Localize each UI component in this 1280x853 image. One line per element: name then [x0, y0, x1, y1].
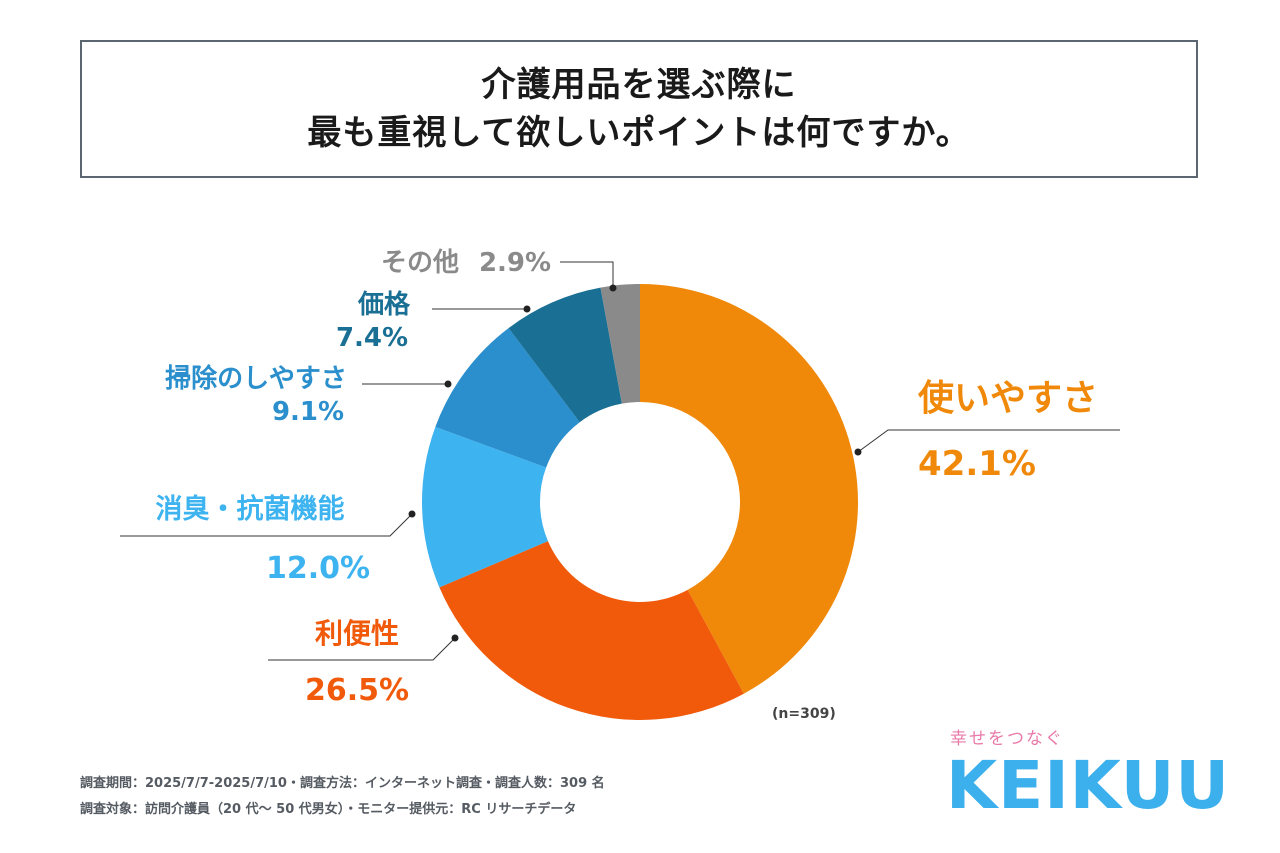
slice-label-2: 消臭・抗菌機能 [156, 493, 345, 525]
slice-label-5: その他 [381, 248, 459, 278]
leader-dot-3 [444, 380, 452, 388]
leader-line-0 [857, 429, 1120, 453]
slice-label-0: 使いやすさ [918, 378, 1098, 419]
donut-slice-2 [422, 426, 548, 588]
survey-target-note: 調査対象：訪問介護員（20 代～ 50 代男女）・モニター提供元：RC リサーチ… [80, 802, 577, 817]
donut-slice-5 [600, 284, 640, 404]
leader-dot-4 [523, 305, 531, 313]
leader-dot-1 [451, 634, 459, 642]
slice-value-label-3: 9.1% [272, 397, 344, 427]
leader-dot-2 [408, 510, 416, 518]
slice-label-4: 価格 [357, 289, 411, 320]
donut-slice-4 [508, 287, 622, 423]
leader-line-1 [268, 637, 456, 661]
slice-value-label-5: 2.9% [479, 248, 551, 278]
slice-value-label-0: 42.1% [918, 444, 1036, 484]
slice-value-label-4: 7.4% [336, 323, 408, 353]
sample-size-label: (n=309) [772, 706, 836, 722]
leader-dot-0 [854, 448, 862, 456]
title-box: 介護用品を選ぶ際に 最も重視して欲しいポイントは何ですか。 [80, 40, 1198, 178]
brand-logo: KEIKUU [946, 747, 1230, 824]
leader-line-5 [560, 261, 614, 288]
slice-value-label-2: 12.0% [266, 551, 370, 586]
donut-slice-0 [640, 284, 858, 694]
leader-line-2 [120, 513, 413, 537]
survey-period-note: 調査期間：2025/7/7-2025/7/10・調査方法：インターネット調査・調… [80, 776, 605, 791]
title-line-1: 介護用品を選ぶ際に [481, 65, 797, 105]
slice-label-1: 利便性 [315, 617, 399, 650]
donut-slice-1 [439, 541, 744, 721]
leader-dot-5 [609, 284, 617, 292]
slice-label-3: 掃除のしやすさ [165, 363, 347, 394]
title-line-2: 最も重視して欲しいポイントは何ですか。 [307, 113, 971, 153]
donut-slice-3 [435, 328, 580, 468]
slice-value-label-1: 26.5% [305, 673, 409, 708]
brand-tagline: 幸せをつなぐ [950, 729, 1064, 749]
